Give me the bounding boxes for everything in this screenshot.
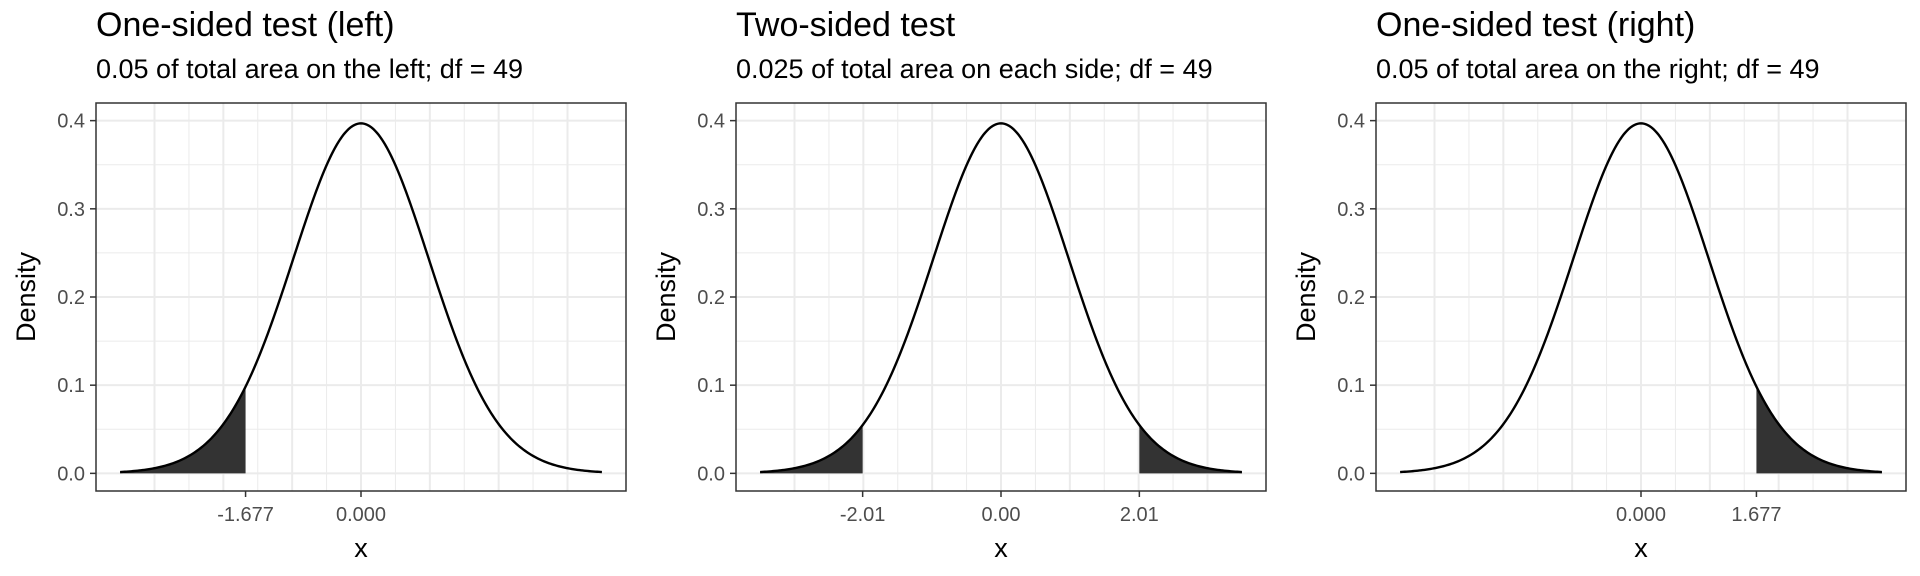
chart-title: One-sided test (left): [96, 6, 395, 44]
x-tick-label: 0.000: [336, 504, 386, 526]
x-axis-title: x: [1634, 533, 1648, 563]
chart-subtitle: 0.05 of total area on the right; df = 49: [1376, 54, 1820, 84]
y-tick-label: 0.4: [57, 111, 85, 133]
x-tick-label: 2.01: [1120, 504, 1159, 526]
grid: [736, 103, 1266, 491]
y-tick-label: 0.2: [57, 287, 85, 309]
y-tick-label: 0.0: [697, 463, 725, 485]
shaded-region: [1139, 425, 1242, 474]
y-tick-label: 0.0: [57, 463, 85, 485]
plot-svg: 0.0 0.1 0.2 0.3 0.4 -2.01 0.00 2.01 x Density: [651, 102, 1267, 563]
y-tick-label: 0.4: [1337, 111, 1365, 133]
chart-subtitle: 0.05 of total area on the left; df = 49: [96, 54, 524, 84]
shaded-region: [120, 386, 246, 474]
x-axis-title: x: [994, 533, 1008, 563]
y-tick-label: 0.1: [697, 375, 725, 397]
grid: [96, 103, 626, 491]
x-tick-label: 0.000: [1616, 504, 1666, 526]
x-axis-title: x: [354, 533, 368, 563]
y-tick-label: 0.3: [697, 199, 725, 221]
chart-panel-two-sided-test: Two-sided test 0.025 of total area on ea…: [640, 0, 1280, 576]
y-axis-title: Density: [651, 251, 681, 342]
y-tick-label: 0.1: [57, 375, 85, 397]
x-tick-label: 0.00: [982, 504, 1021, 526]
chart-subtitle: 0.025 of total area on each side; df = 4…: [736, 54, 1213, 84]
y-tick-label: 0.3: [57, 199, 85, 221]
y-tick-label: 0.3: [1337, 199, 1365, 221]
y-tick-label: 0.0: [1337, 463, 1365, 485]
chart-title: Two-sided test: [736, 6, 956, 44]
chart-title: One-sided test (right): [1376, 6, 1696, 44]
density-curve: [760, 122, 1242, 474]
y-tick-label: 0.1: [1337, 375, 1365, 397]
x-tick-label: 1.677: [1731, 504, 1781, 526]
y-axis-title: Density: [1291, 251, 1321, 342]
plot-svg: 0.0 0.1 0.2 0.3 0.4 0.000 1.677 x Density: [1291, 102, 1907, 563]
plot-svg: 0.0 0.1 0.2 0.3 0.4 -1.677 0.000 x Density: [11, 102, 627, 563]
y-axis-title: Density: [11, 251, 41, 342]
y-tick-label: 0.2: [1337, 287, 1365, 309]
density-curve: [1400, 122, 1882, 474]
y-tick-label: 0.2: [697, 287, 725, 309]
density-curve: [120, 122, 602, 474]
shaded-region: [760, 425, 863, 474]
chart-panel-left-test: One-sided test (left) 0.05 of total area…: [0, 0, 640, 576]
x-tick-label: -1.677: [217, 504, 274, 526]
chart-panel-right-test: One-sided test (right) 0.05 of total are…: [1280, 0, 1920, 576]
shaded-region: [1756, 386, 1882, 474]
y-tick-label: 0.4: [697, 111, 725, 133]
x-tick-label: -2.01: [840, 504, 886, 526]
grid: [1376, 103, 1906, 491]
